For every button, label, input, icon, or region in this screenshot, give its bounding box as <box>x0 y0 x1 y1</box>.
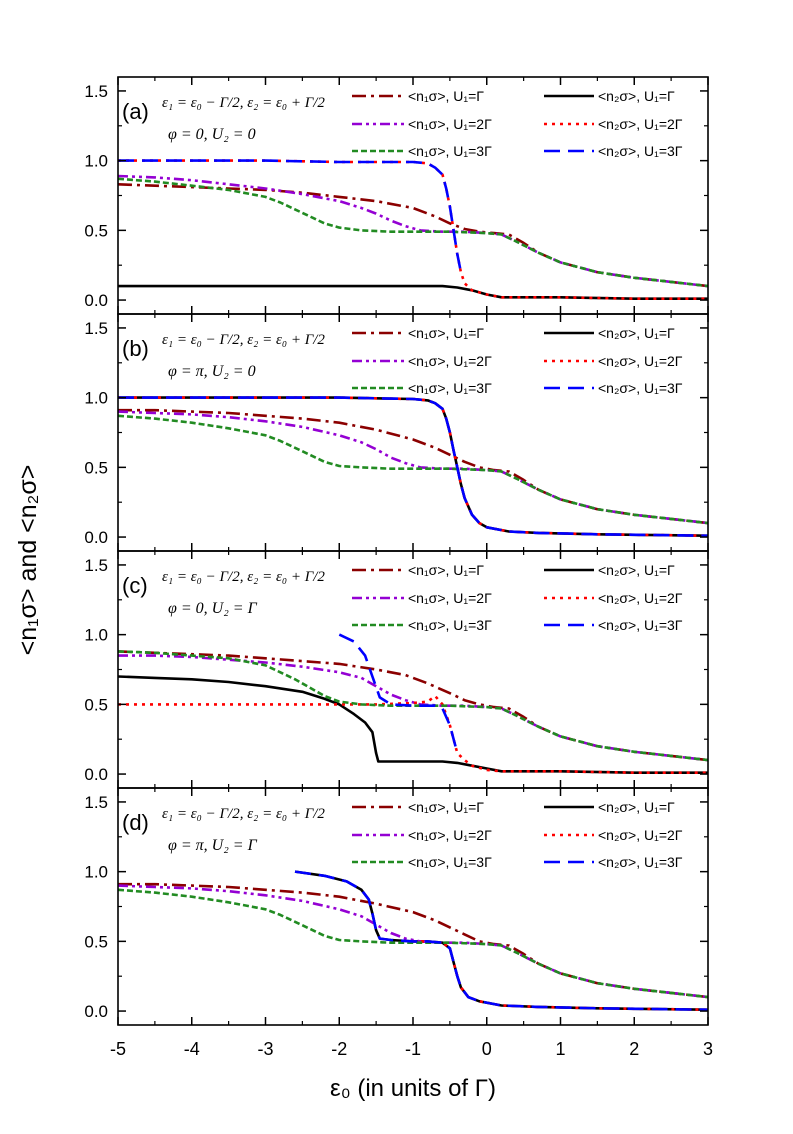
legend-label: <n₂σ>, U₁=2Γ <box>598 116 683 132</box>
y-tick-label: 0.5 <box>84 221 108 240</box>
series-line-6 <box>294 870 709 1011</box>
x-tick-label: -5 <box>110 1039 126 1059</box>
y-tick-label: 1.0 <box>84 626 108 645</box>
x-tick-label: 2 <box>629 1039 639 1059</box>
series-line-5 <box>117 414 709 525</box>
y-tick-label: 1.0 <box>84 863 108 882</box>
panel-tag: (b) <box>122 336 149 361</box>
legend-label: <n₁σ>, U₁=3Γ <box>408 380 492 396</box>
legend-label: <n₁σ>, U₁=2Γ <box>408 827 492 843</box>
panel-d: 0.0 0.5 1.0 1.5 (d) ε₁ = ε₀ − Γ/2, ε₂ = ε₀ + … <box>84 787 709 1026</box>
panel-c: 0.0 0.5 1.0 1.5 (c) ε₁ = ε₀ − Γ/2, ε₂ = ε₀ + … <box>84 550 709 789</box>
legend-label: <n₂σ>, U₁=3Γ <box>598 143 683 159</box>
x-tick-label: -1 <box>405 1039 421 1059</box>
legend-label: <n₂σ>, U₁=Γ <box>598 325 675 341</box>
legend-label: <n₁σ>, U₁=Γ <box>408 88 484 104</box>
legend-label: <n₁σ>, U₁=2Γ <box>408 116 492 132</box>
legend-label: <n₁σ>, U₁=3Γ <box>408 854 492 870</box>
x-tick-label: 3 <box>703 1039 713 1059</box>
y-tick-label: 1.0 <box>84 152 108 171</box>
panel-condition-1: ε₁ = ε₀ − Γ/2, ε₂ = ε₀ + Γ/2 <box>162 569 325 585</box>
plot-frame <box>117 787 709 1026</box>
y-tick-label: 1.0 <box>84 389 108 408</box>
y-tick-label: 0.0 <box>84 291 108 310</box>
legend-label: <n₁σ>, U₁=Γ <box>408 562 484 578</box>
panel-condition-2: φ = 0, U₂ = 0 <box>168 126 256 143</box>
panel-condition-2: φ = π, U₂ = 0 <box>168 363 256 380</box>
legend-label: <n₁σ>, U₁=Γ <box>408 325 484 341</box>
y-tick-label: 1.5 <box>84 319 108 338</box>
series-line-6 <box>338 633 459 754</box>
legend-label: <n₁σ>, U₁=3Γ <box>408 143 492 159</box>
panel-condition-1: ε₁ = ε₀ − Γ/2, ε₂ = ε₀ + Γ/2 <box>162 332 325 348</box>
panel-condition-1: ε₁ = ε₀ − Γ/2, ε₂ = ε₀ + Γ/2 <box>162 95 325 111</box>
y-tick-label: 0.0 <box>84 765 108 784</box>
series-line-4 <box>118 694 708 774</box>
x-tick-label: 0 <box>482 1039 492 1059</box>
panel-tag: (a) <box>122 99 149 124</box>
legend-label: <n₂σ>, U₁=2Γ <box>598 353 683 369</box>
series-line-3 <box>118 654 709 762</box>
series-line-5 <box>117 650 709 762</box>
panels-group: 0.0 0.5 1.0 1.5 (a) ε₁ = ε₀ − Γ/2, ε₂ = ε₀ + … <box>84 76 713 1059</box>
y-tick-label: 0.5 <box>84 458 108 477</box>
y-tick-label: 0.0 <box>84 528 108 547</box>
x-axis-label: ε₀ (in units of Γ) <box>330 1075 496 1102</box>
x-tick-label: -2 <box>331 1039 347 1059</box>
y-tick-label: 0.0 <box>84 1002 108 1021</box>
series-line-3 <box>117 410 709 525</box>
plot-frame <box>117 550 709 789</box>
series-line-1 <box>117 183 709 288</box>
panel-condition-2: φ = π, U₂ = Γ <box>168 837 258 854</box>
panel-tag: (d) <box>122 810 149 835</box>
legend-label: <n₂σ>, U₁=Γ <box>598 799 675 815</box>
series-line-1 <box>117 650 709 762</box>
legend-label: <n₂σ>, U₁=3Γ <box>598 617 683 633</box>
y-tick-label: 1.5 <box>84 793 108 812</box>
y-tick-label: 1.5 <box>84 82 108 101</box>
legend-label: <n₁σ>, U₁=Γ <box>408 799 484 815</box>
panel-tag: (c) <box>122 573 148 598</box>
legend-label: <n₁σ>, U₁=3Γ <box>408 617 492 633</box>
series-line-5 <box>117 888 709 999</box>
series-line-1 <box>118 882 709 999</box>
x-tick-label: -3 <box>257 1039 273 1059</box>
legend-label: <n₁σ>, U₁=2Γ <box>408 590 492 606</box>
series-line-2 <box>117 675 708 774</box>
x-tick-label: 1 <box>555 1039 565 1059</box>
y-tick-label: 1.5 <box>84 556 108 575</box>
panel-condition-1: ε₁ = ε₀ − Γ/2, ε₂ = ε₀ + Γ/2 <box>162 806 325 822</box>
legend-label: <n₂σ>, U₁=Γ <box>598 88 675 104</box>
panel-a: 0.0 0.5 1.0 1.5 (a) ε₁ = ε₀ − Γ/2, ε₂ = ε₀ + … <box>84 76 709 315</box>
plot-frame <box>117 76 709 315</box>
y-tick-label: 0.5 <box>84 932 108 951</box>
series-line-1 <box>118 408 709 525</box>
series-line-2 <box>118 284 708 300</box>
y-tick-label: 0.5 <box>84 695 108 714</box>
legend-label: <n₂σ>, U₁=Γ <box>598 562 675 578</box>
legend-label: <n₁σ>, U₁=2Γ <box>408 353 492 369</box>
legend-label: <n₂σ>, U₁=3Γ <box>598 854 683 870</box>
panel-b: 0.0 0.5 1.0 1.5 (b) ε₁ = ε₀ − Γ/2, ε₂ = ε₀ + … <box>84 313 709 552</box>
series-line-6 <box>118 159 463 273</box>
legend-label: <n₂σ>, U₁=2Γ <box>598 827 683 843</box>
plot-frame <box>117 313 709 552</box>
panel-condition-2: φ = 0, U₂ = Γ <box>168 600 258 617</box>
y-axis-label: <n₁σ> and <n₂σ> <box>14 465 42 656</box>
legend-label: <n₂σ>, U₁=3Γ <box>598 380 683 396</box>
x-tick-label: -4 <box>184 1039 200 1059</box>
legend-label: <n₂σ>, U₁=2Γ <box>598 590 683 606</box>
series-line-6 <box>118 396 709 537</box>
series-line-5 <box>117 177 709 288</box>
